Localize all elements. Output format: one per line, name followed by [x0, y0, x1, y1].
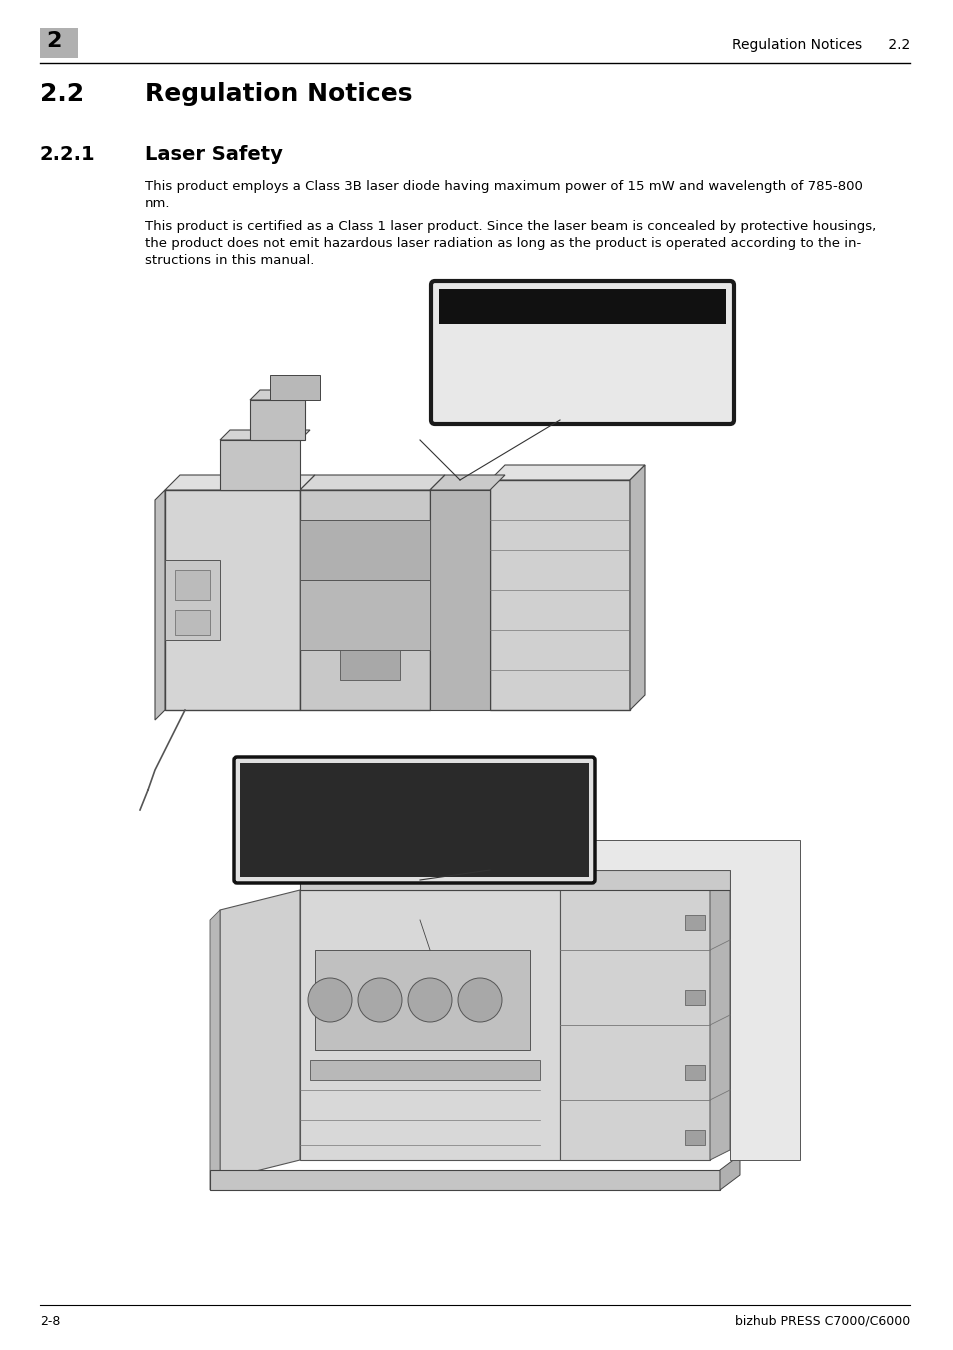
Polygon shape: [299, 520, 430, 580]
Polygon shape: [430, 490, 490, 710]
Polygon shape: [559, 869, 729, 880]
Text: nm.: nm.: [145, 197, 171, 211]
Polygon shape: [314, 950, 530, 1050]
Polygon shape: [299, 475, 444, 490]
Bar: [40, 28, 78, 58]
Circle shape: [357, 977, 401, 1022]
Polygon shape: [154, 490, 165, 720]
Text: bizhub PRESS C7000/C6000: bizhub PRESS C7000/C6000: [734, 1315, 909, 1328]
Text: Regulation Notices      2.2: Regulation Notices 2.2: [731, 38, 909, 53]
Polygon shape: [299, 869, 729, 890]
Polygon shape: [299, 490, 430, 710]
Polygon shape: [720, 1156, 740, 1189]
Polygon shape: [270, 375, 319, 400]
Polygon shape: [684, 1065, 704, 1080]
Text: ⚠ 注意: ⚠ 注意: [245, 856, 263, 865]
Polygon shape: [684, 915, 704, 930]
Text: この製品にはクラス3Bのレーザー...: この製品にはクラス3Bのレーザー...: [316, 769, 398, 779]
Text: >PS<: >PS<: [689, 402, 718, 412]
Polygon shape: [220, 440, 299, 490]
Text: 클래스 1  레이저 제품: 클래스 1 레이저 제품: [447, 346, 520, 355]
Text: ⚠ ADVARSEL: ⚠ ADVARSEL: [245, 833, 299, 841]
Bar: [240, 763, 588, 878]
Text: クラス1 レーザ製品: クラス1 レーザ製品: [447, 327, 510, 338]
Polygon shape: [709, 869, 729, 1160]
Text: 1 类激光产品: 1 类激光产品: [447, 363, 490, 373]
Text: the product does not emit hazardous laser radiation as long as the product is op: the product does not emit hazardous lase…: [145, 238, 861, 250]
Polygon shape: [250, 400, 305, 440]
Text: ⚠ 主意: ⚠ 主意: [245, 871, 263, 880]
Text: ⚠ VARNING: ⚠ VARNING: [245, 840, 294, 849]
Polygon shape: [165, 475, 314, 490]
Text: 打开时有弱三类激光射出，不得直視: 打开时有弱三类激光射出，不得直視: [316, 856, 391, 865]
Text: This product employs a Class 3B laser diode having maximum power of 15 mW and wa: This product employs a Class 3B laser di…: [145, 180, 862, 193]
Text: 열리면 3B등급 비가시 레이저광이 나옵니다: 열리면 3B등급 비가시 레이저광이 나옵니다: [316, 864, 415, 872]
Text: AVATTAESSA LUOKAN 3B NÄKYMÄTÖNTÄ LASERSÄTEILYLLE: AVATTAESSA LUOKAN 3B NÄKYMÄTÖNTÄ LASERSÄ…: [316, 825, 538, 833]
Polygon shape: [559, 880, 709, 1160]
Text: AVOID EXPOSURE TO THE BEAM: AVOID EXPOSURE TO THE BEAM: [316, 786, 438, 795]
Text: structions in this manual.: structions in this manual.: [145, 254, 314, 267]
Polygon shape: [430, 475, 504, 490]
Polygon shape: [299, 890, 559, 1160]
Polygon shape: [174, 610, 210, 634]
Polygon shape: [210, 1170, 720, 1189]
Text: ⚠ VORSICHT: ⚠ VORSICHT: [245, 794, 298, 802]
Text: ⚠ 注意: ⚠ 注意: [245, 848, 263, 857]
Polygon shape: [165, 560, 220, 640]
Text: GEOFFNET NICHT DEM STRAHL AUSSETZEN: GEOFFNET NICHT DEM STRAHL AUSSETZEN: [316, 801, 482, 810]
Polygon shape: [220, 431, 310, 440]
Text: 2.2: 2.2: [40, 82, 84, 107]
Text: Laser Safety: Laser Safety: [145, 144, 283, 163]
Polygon shape: [174, 570, 210, 599]
Text: KLASSE 3B UNSICHTBARE LASERSTRAHLUNG WENN ABDECKUNG: KLASSE 3B UNSICHTBARE LASERSTRAHLUNG WEN…: [316, 794, 564, 802]
Text: KLASSE 3B USYNLIG LASERSTRÅLING VED ÅBNING: KLASSE 3B USYNLIG LASERSTRÅLING VED ÅBNI…: [316, 833, 509, 841]
Text: ⚠ 注意: ⚠ 注意: [245, 769, 263, 779]
Circle shape: [457, 977, 501, 1022]
Text: 等级 1 雷射製品: 等级 1 雷射製品: [447, 381, 500, 392]
Text: ⚠ ADVARSEL: ⚠ ADVARSEL: [245, 809, 299, 818]
Text: 2: 2: [46, 31, 61, 51]
Polygon shape: [629, 464, 644, 710]
Polygon shape: [165, 490, 299, 710]
Polygon shape: [339, 649, 399, 680]
Polygon shape: [559, 840, 800, 1160]
Polygon shape: [490, 464, 644, 481]
Polygon shape: [220, 890, 299, 1180]
Polygon shape: [250, 390, 314, 400]
Polygon shape: [310, 1060, 539, 1080]
Polygon shape: [210, 910, 220, 1189]
Text: LASER KLASSE 1 PRODUKT: LASER KLASSE 1 PRODUKT: [447, 306, 613, 317]
Text: CLASS 3B INVISIBLE LASER RADIATION WHEN OPEN: CLASS 3B INVISIBLE LASER RADIATION WHEN …: [316, 778, 513, 787]
Text: 광선에서 눈을 돌려 주십시오.: 광선에서 눈을 돌려 주십시오.: [316, 871, 381, 880]
Text: 2.2.1: 2.2.1: [40, 144, 95, 163]
Text: UNNGA EKSPONERING FOR STRÅLEN: UNNGA EKSPONERING FOR STRÅLEN: [316, 817, 456, 826]
Text: CLASS 1  LASER PRODUCT: CLASS 1 LASER PRODUCT: [447, 293, 609, 302]
Text: ⚠ VARO!: ⚠ VARO!: [245, 825, 281, 833]
Polygon shape: [684, 1130, 704, 1145]
Circle shape: [308, 977, 352, 1022]
FancyBboxPatch shape: [233, 757, 595, 883]
Text: This product is certified as a Class 1 laser product. Since the laser beam is co: This product is certified as a Class 1 l…: [145, 220, 876, 234]
Text: KLASSE 3B USYNLIG LASERSTRÅLING NÅR DÅKSEL ÅPNES: KLASSE 3B USYNLIG LASERSTRÅLING NÅR DÅKS…: [316, 809, 537, 818]
Text: Regulation Notices: Regulation Notices: [145, 82, 412, 107]
Polygon shape: [299, 580, 430, 649]
Circle shape: [408, 977, 452, 1022]
Text: ⚠ CAUTION: ⚠ CAUTION: [245, 778, 293, 787]
Bar: [438, 289, 725, 324]
Text: ⚠ 主意: ⚠ 主意: [245, 864, 263, 872]
FancyBboxPatch shape: [431, 281, 733, 424]
Text: 2-8: 2-8: [40, 1315, 60, 1328]
Polygon shape: [684, 990, 704, 1004]
Text: 打开时有弱三类激光射出: 打开时有弱三类激光射出: [316, 848, 368, 857]
Polygon shape: [490, 481, 629, 710]
Text: KLASS 3B OSYNLIG LASERSTRÅLNING NÄR DENNA DEL ÖPPNAS: KLASS 3B OSYNLIG LASERSTRÅLNING NÄR DENN…: [316, 840, 558, 849]
